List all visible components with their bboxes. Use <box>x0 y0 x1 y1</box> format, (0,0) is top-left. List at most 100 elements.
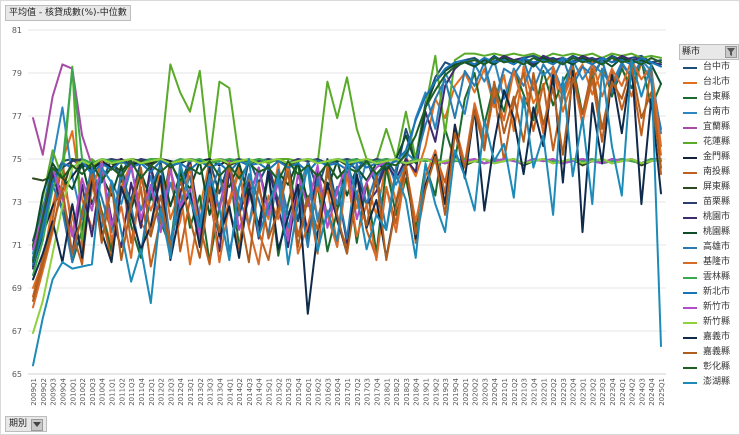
y-tick-label: 65 <box>12 370 22 379</box>
x-tick-label: 2020Q2 <box>472 378 480 406</box>
legend-swatch <box>683 277 697 279</box>
x-tick-label: 2021Q4 <box>530 377 538 405</box>
x-tick-label: 2015Q2 <box>275 378 283 406</box>
filter-icon[interactable] <box>725 46 737 58</box>
legend-item[interactable]: 屏東縣 <box>681 180 737 195</box>
legend-label: 新竹市 <box>703 302 731 312</box>
x-tick-label: 2018Q2 <box>393 378 401 406</box>
legend-label: 台中市 <box>703 62 731 72</box>
legend-item[interactable]: 台北市 <box>681 75 737 90</box>
legend-item[interactable]: 桃園市 <box>681 210 737 225</box>
legend-swatch <box>683 202 697 204</box>
legend-swatch <box>683 262 697 264</box>
legend-item[interactable]: 新竹市 <box>681 300 737 315</box>
x-tick-label: 2011Q2 <box>118 378 126 406</box>
values-field-button[interactable]: 平均值 - 核貸成數(%)-中位數 <box>5 5 131 21</box>
x-tick-label: 2022Q4 <box>570 377 578 405</box>
legend-item[interactable]: 台中市 <box>681 60 737 75</box>
legend-item[interactable]: 基隆市 <box>681 255 737 270</box>
legend-label: 新北市 <box>703 287 731 297</box>
legend-item[interactable]: 澎湖縣 <box>681 375 737 390</box>
legend-label: 雲林縣 <box>703 272 731 282</box>
legend-item[interactable]: 桃園縣 <box>681 225 737 240</box>
x-tick-label: 2019Q1 <box>423 378 431 406</box>
legend-field-label: 縣市 <box>682 47 701 57</box>
x-tick-label: 2024Q2 <box>629 378 637 406</box>
x-tick-label: 2011Q4 <box>138 377 146 405</box>
legend-item[interactable]: 苗栗縣 <box>681 195 737 210</box>
x-tick-label: 2014Q1 <box>226 378 234 406</box>
x-tick-label: 2009Q2 <box>40 378 48 406</box>
x-tick-label: 2018Q4 <box>413 377 421 405</box>
y-tick-label: 73 <box>12 198 22 207</box>
x-tick-label: 2018Q1 <box>383 378 391 406</box>
legend-item[interactable]: 台南市 <box>681 105 737 120</box>
legend-swatch <box>683 337 697 339</box>
legend-field-button[interactable]: 縣市 <box>679 44 739 60</box>
legend-item[interactable]: 新竹縣 <box>681 315 737 330</box>
x-tick-label: 2016Q1 <box>305 378 313 406</box>
x-tick-label: 2009Q1 <box>30 378 38 406</box>
legend-item[interactable]: 高雄市 <box>681 240 737 255</box>
values-field-label: 平均值 - 核貸成數(%)-中位數 <box>9 8 127 18</box>
legend-swatch <box>683 67 697 69</box>
x-tick-label: 2016Q2 <box>315 378 323 406</box>
x-tick-label: 2023Q1 <box>580 378 588 406</box>
legend-item[interactable]: 金門縣 <box>681 150 737 165</box>
y-tick-label: 79 <box>12 69 22 78</box>
legend-label: 台東縣 <box>703 92 731 102</box>
x-tick-label: 2014Q3 <box>246 378 254 406</box>
x-tick-label: 2010Q3 <box>89 378 97 406</box>
x-tick-label: 2012Q3 <box>167 378 175 406</box>
x-tick-label: 2019Q2 <box>432 378 440 406</box>
x-tick-label: 2024Q1 <box>619 378 627 406</box>
x-tick-label: 2023Q4 <box>609 377 617 405</box>
x-tick-label: 2022Q3 <box>560 378 568 406</box>
legend-label: 嘉義縣 <box>703 347 731 357</box>
legend-label: 高雄市 <box>703 242 731 252</box>
x-tick-label: 2013Q1 <box>187 378 195 406</box>
legend-swatch <box>683 367 697 369</box>
legend-label: 屏東縣 <box>703 182 731 192</box>
x-tick-label: 2017Q1 <box>344 378 352 406</box>
legend-swatch <box>683 172 697 174</box>
legend-swatch <box>683 187 697 189</box>
x-tick-label: 2019Q3 <box>442 378 450 406</box>
x-tick-label: 2013Q3 <box>207 378 215 406</box>
x-tick-label: 2017Q4 <box>373 377 381 405</box>
x-tick-label: 2017Q2 <box>354 378 362 406</box>
x-tick-label: 2009Q3 <box>50 378 58 406</box>
x-tick-label: 2011Q1 <box>109 378 117 406</box>
x-tick-label: 2014Q2 <box>236 378 244 406</box>
legend-label: 澎湖縣 <box>703 377 731 387</box>
legend-swatch <box>683 292 697 294</box>
legend-item[interactable]: 嘉義市 <box>681 330 737 345</box>
legend-item[interactable]: 宜蘭縣 <box>681 120 737 135</box>
legend-swatch <box>683 352 697 354</box>
legend-swatch <box>683 127 697 129</box>
legend-item[interactable]: 南投縣 <box>681 165 737 180</box>
dropdown-filter-icon[interactable] <box>31 419 44 431</box>
x-tick-label: 2017Q3 <box>364 378 372 406</box>
legend-item[interactable]: 雲林縣 <box>681 270 737 285</box>
legend-label: 苗栗縣 <box>703 197 731 207</box>
legend-label: 宜蘭縣 <box>703 122 731 132</box>
legend-item[interactable]: 彰化縣 <box>681 360 737 375</box>
legend-label: 彰化縣 <box>703 362 731 372</box>
x-tick-label: 2016Q4 <box>334 377 342 405</box>
legend-label: 基隆市 <box>703 257 731 267</box>
x-tick-label: 2023Q2 <box>589 378 597 406</box>
y-tick-label: 67 <box>12 327 22 336</box>
series-line <box>32 65 662 302</box>
x-tick-label: 2009Q4 <box>59 377 67 405</box>
legend-item[interactable]: 新北市 <box>681 285 737 300</box>
y-tick-label: 77 <box>12 112 22 121</box>
legend-item[interactable]: 嘉義縣 <box>681 345 737 360</box>
x-tick-label: 2015Q1 <box>266 378 274 406</box>
legend-label: 金門縣 <box>703 152 731 162</box>
legend-item[interactable]: 花蓮縣 <box>681 135 737 150</box>
legend-swatch <box>683 142 697 144</box>
legend-item[interactable]: 台東縣 <box>681 90 737 105</box>
y-tick-label: 69 <box>12 284 22 293</box>
axis-field-button[interactable]: 期別 <box>5 416 48 432</box>
